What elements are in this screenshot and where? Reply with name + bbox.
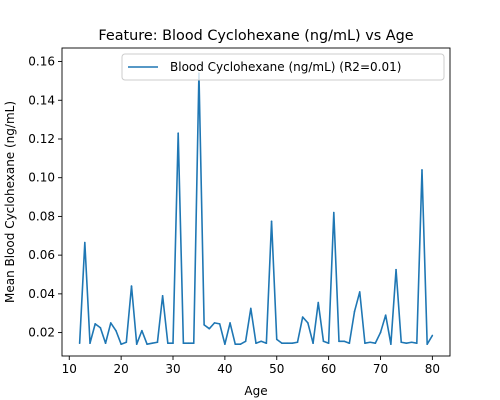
data-point xyxy=(115,329,117,332)
data-point xyxy=(156,341,159,344)
data-point xyxy=(94,323,96,325)
x-tick-label: 30 xyxy=(165,362,180,376)
data-point xyxy=(218,323,221,325)
data-point xyxy=(234,343,237,345)
data-point xyxy=(84,241,86,244)
data-point xyxy=(307,322,309,324)
data-point xyxy=(291,342,294,345)
data-point xyxy=(224,343,226,345)
data-point xyxy=(353,310,356,313)
data-point xyxy=(333,211,335,214)
data-point xyxy=(327,342,330,345)
data-point xyxy=(151,342,154,345)
data-point xyxy=(192,342,195,345)
data-point xyxy=(109,322,112,324)
data-point xyxy=(400,341,403,344)
data-point xyxy=(322,340,325,343)
plot-frame xyxy=(61,47,451,357)
data-point xyxy=(239,343,242,345)
y-tick-label: 0.08 xyxy=(28,209,55,223)
data-point xyxy=(146,343,148,345)
data-point xyxy=(338,340,340,343)
chart-title: Feature: Blood Cyclohexane (ng/mL) vs Ag… xyxy=(98,28,413,44)
y-axis-label: Mean Blood Cyclohexane (ng/mL) xyxy=(3,101,17,303)
data-point xyxy=(125,341,128,344)
data-point xyxy=(182,342,185,345)
data-point xyxy=(405,342,408,345)
data-point xyxy=(369,341,371,344)
data-point xyxy=(78,342,81,345)
data-point xyxy=(390,343,392,345)
data-point xyxy=(130,285,133,287)
data-point xyxy=(431,334,434,337)
y-tick-label: 0.14 xyxy=(28,93,55,107)
data-point xyxy=(410,341,413,344)
legend-label: Blood Cyclohexane (ng/mL) (R2=0.01) xyxy=(170,60,401,74)
x-tick-label: 50 xyxy=(269,362,284,376)
x-tick-label: 70 xyxy=(373,362,388,376)
data-point xyxy=(343,340,345,343)
legend-box xyxy=(121,53,445,81)
data-point xyxy=(167,342,169,345)
data-point xyxy=(99,326,102,329)
data-point xyxy=(416,342,418,345)
data-point xyxy=(348,342,351,345)
data-point xyxy=(213,322,216,324)
data-point xyxy=(265,342,268,345)
data-point xyxy=(89,342,91,345)
x-tick-label: 60 xyxy=(321,362,336,376)
data-point xyxy=(161,294,164,297)
data-point xyxy=(260,340,262,343)
data-point xyxy=(384,314,387,316)
data-point xyxy=(229,322,231,324)
y-axis-ticks: 0.02 0.04 0.06 0.08 0.10 0.12 0.14 0.16 xyxy=(28,55,62,340)
data-point xyxy=(120,343,122,345)
data-point xyxy=(250,307,252,310)
data-point xyxy=(317,301,320,304)
data-point xyxy=(244,340,247,343)
data-point xyxy=(208,327,211,330)
data-point xyxy=(374,342,377,345)
data-point xyxy=(358,291,361,293)
y-tick-label: 0.06 xyxy=(28,248,55,262)
data-point xyxy=(296,341,299,344)
data-point xyxy=(141,329,143,332)
data-point xyxy=(421,169,423,171)
data-point xyxy=(301,316,304,318)
legend: Blood Cyclohexane (ng/mL) (R2=0.01) xyxy=(121,53,445,81)
data-point xyxy=(426,343,428,345)
x-axis-ticks: 10 20 30 40 50 60 70 80 xyxy=(62,356,440,376)
data-point xyxy=(135,343,138,345)
x-tick-label: 80 xyxy=(425,362,440,376)
data-point xyxy=(270,220,273,223)
data-point xyxy=(286,342,288,345)
data-point xyxy=(281,342,283,345)
x-axis-label: Age xyxy=(244,384,267,398)
data-point xyxy=(255,342,257,345)
data-point xyxy=(172,342,174,345)
data-point xyxy=(203,324,205,326)
data-point xyxy=(364,342,366,345)
y-tick-label: 0.16 xyxy=(28,55,55,69)
plot-series xyxy=(78,72,434,345)
data-point xyxy=(379,331,382,334)
data-point xyxy=(104,342,107,345)
data-point xyxy=(275,338,278,341)
data-point xyxy=(187,342,190,345)
data-point xyxy=(312,342,314,345)
y-tick-label: 0.12 xyxy=(28,132,55,146)
y-tick-label: 0.10 xyxy=(28,171,55,185)
y-tick-label: 0.04 xyxy=(28,287,55,301)
data-point xyxy=(177,132,179,134)
y-tick-label: 0.02 xyxy=(28,326,55,340)
x-tick-label: 40 xyxy=(217,362,232,376)
x-tick-label: 20 xyxy=(113,362,128,376)
x-tick-label: 10 xyxy=(62,362,77,376)
data-point xyxy=(395,268,397,271)
